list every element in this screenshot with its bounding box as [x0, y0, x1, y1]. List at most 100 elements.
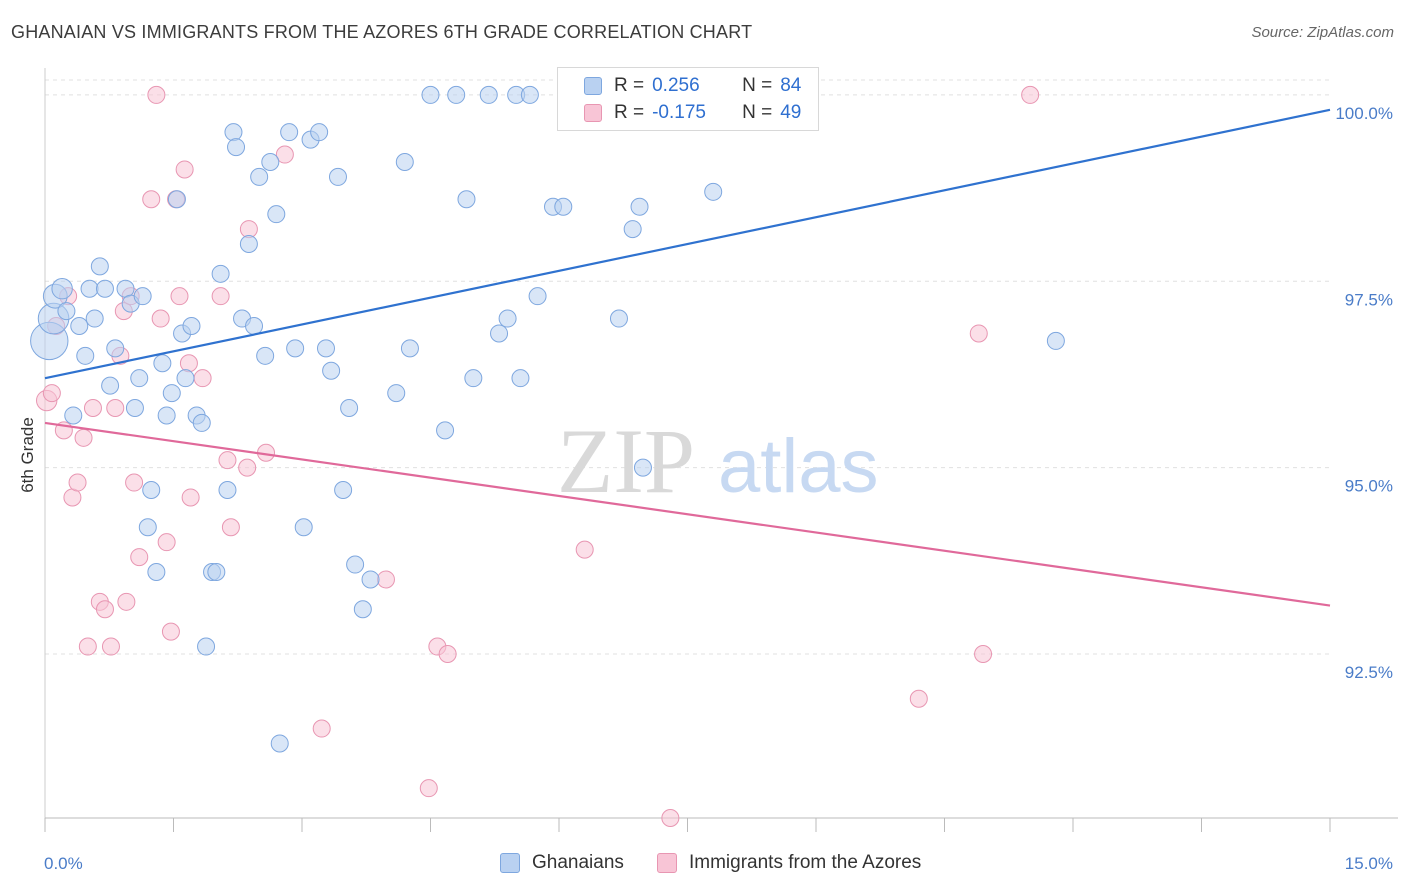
azores-point — [312, 719, 331, 738]
azores-point — [275, 145, 294, 164]
ghanaian-point — [554, 197, 573, 216]
y-tick-label: 95.0% — [1345, 477, 1393, 496]
azores-point — [221, 518, 240, 537]
azores-point — [419, 779, 438, 798]
y-tick-label: 100.0% — [1335, 104, 1393, 123]
azores-point — [125, 473, 144, 492]
azores-point — [438, 645, 457, 663]
azores-point — [117, 592, 136, 611]
azores-point — [74, 428, 93, 447]
ghanaian-point — [142, 481, 161, 499]
azores-point — [151, 309, 170, 328]
ghanaian-point — [138, 518, 157, 537]
azores-point — [130, 548, 149, 567]
watermark-zip: ZIP — [557, 410, 695, 512]
ghanaian-point — [704, 182, 723, 201]
trend-lines — [44, 108, 1331, 607]
ghanaian-point — [479, 85, 498, 104]
legend-row-ghanaians: R = 0.256 N = 84 — [584, 74, 801, 98]
ghanaian-point — [207, 563, 226, 581]
y-tick-label: 92.5% — [1345, 663, 1393, 682]
ghanaian-point — [106, 339, 125, 358]
legend-n-label: N = — [742, 102, 773, 123]
ghanaian-point — [280, 123, 299, 142]
ghanaian-point — [623, 220, 642, 239]
legend-r-value: -0.175 — [652, 102, 706, 123]
ghanaian-point — [85, 309, 104, 328]
legend-r-label: R = — [614, 75, 645, 96]
azores-point — [95, 600, 114, 619]
ghanaian-point — [447, 85, 466, 104]
ghanaian-point — [328, 167, 347, 186]
correlation-legend: R = 0.256 N = 84 R = -0.175 N = 49 — [557, 67, 819, 131]
ghanaian-point — [147, 563, 166, 581]
azores-point — [175, 160, 194, 179]
azores-point — [78, 637, 97, 656]
ghanaian-points — [30, 78, 1065, 753]
azores-point — [974, 645, 993, 663]
azores-point — [161, 622, 180, 641]
azores-point — [101, 637, 120, 656]
legend-n-label: N = — [742, 75, 773, 96]
ghanaian-point — [1046, 331, 1065, 350]
legend-r-label: R = — [614, 102, 645, 123]
ghanaian-point — [361, 570, 380, 589]
ghanaian-point — [162, 384, 181, 403]
azores-point — [142, 190, 161, 209]
azores-points — [36, 85, 1040, 827]
azores-point — [661, 809, 680, 827]
ghanaian-point — [270, 734, 289, 753]
ghanaian-point — [51, 278, 73, 300]
chart-title: GHANAIAN VS IMMIGRANTS FROM THE AZORES 6… — [11, 22, 753, 42]
ghanaian-point — [520, 85, 539, 104]
ghanaian-point — [90, 257, 109, 276]
ghanaian-point — [197, 637, 216, 656]
x-tick-label: 0.0% — [44, 854, 83, 873]
ghanaian-point — [421, 85, 440, 104]
ghanaian-point — [490, 324, 509, 343]
azores-point — [218, 451, 237, 470]
ghanaian-point — [218, 481, 237, 499]
ghanaian-point — [316, 339, 335, 358]
tick-labels: 92.5% 95.0% 97.5% 100.0% 0.0% 15.0% 6th Grade — [18, 104, 1393, 873]
ghanaian-point — [294, 518, 313, 537]
ghanaian-point — [70, 317, 89, 335]
azores-point — [106, 399, 125, 417]
ghanaian-point — [167, 190, 186, 209]
azores-point — [42, 384, 61, 403]
ghanaian-point — [340, 399, 359, 417]
x-tick-label: 15.0% — [1345, 854, 1393, 873]
ghanaian-point — [57, 302, 76, 321]
ghanaian-point — [630, 197, 649, 216]
series-label-ghanaians: Ghanaians — [532, 852, 624, 873]
legend-row-azores: R = -0.175 N = 49 — [584, 101, 801, 125]
azores-point — [147, 85, 166, 104]
ghanaian-point — [153, 354, 172, 373]
azores-point — [68, 473, 87, 492]
legend-n-value: 84 — [780, 75, 802, 96]
ghanaian-point — [464, 369, 483, 388]
azores-point — [181, 488, 200, 507]
azores-point — [238, 458, 257, 477]
ghanaian-point — [250, 167, 269, 186]
ghanaian-point — [245, 317, 264, 335]
azores-point — [575, 540, 594, 559]
ghanaian-point — [322, 361, 341, 380]
legend-r-value: 0.256 — [652, 75, 700, 96]
ghanaian-point — [239, 235, 258, 253]
ghanaian-point — [387, 384, 406, 403]
azores-point — [83, 399, 102, 417]
ghanaian-point — [353, 600, 372, 619]
y-tick-label: 97.5% — [1345, 290, 1393, 309]
azores-point — [1021, 85, 1040, 104]
azores-trend-line — [44, 421, 1331, 607]
ghanaian-point — [80, 279, 99, 298]
azores-point — [211, 287, 230, 306]
series-legend-azores: Immigrants from the Azores — [657, 852, 921, 874]
azores-point — [969, 324, 988, 343]
ghanaian-point — [95, 279, 114, 298]
ghanaian-point — [511, 369, 530, 388]
azores-point — [157, 533, 176, 552]
ghanaian-point — [176, 369, 195, 388]
